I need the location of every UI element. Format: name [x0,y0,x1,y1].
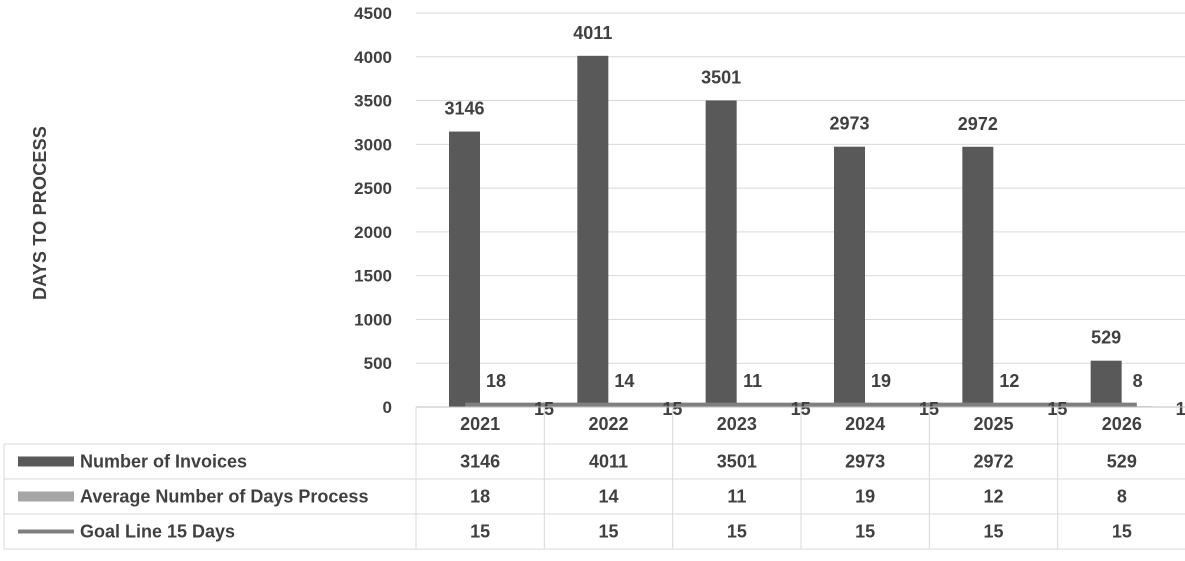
data-labels: 3146181540111415350111152973191529721215… [444,23,1185,419]
data-label-average-days: 14 [614,371,634,391]
table-cell: 12 [983,487,1003,507]
table-cell: 14 [598,487,618,507]
data-label-invoices: 3146 [444,99,484,119]
data-label-invoices: 3501 [701,67,741,87]
data-label-invoices: 4011 [573,23,612,43]
table-cell: 15 [1112,522,1132,542]
table-cell: 8 [1117,487,1127,507]
legend-entry: Average Number of Days Process [80,487,368,507]
data-label-goal: 15 [1176,399,1185,419]
y-tick-label: 1000 [354,310,392,329]
x-category-label: 2023 [717,414,757,434]
y-tick-label: 2500 [354,179,392,198]
x-category-label: 2022 [588,414,628,434]
bar-number-of-invoices [1091,361,1122,407]
table-cell: 15 [727,522,747,542]
x-category-label: 2021 [460,414,500,434]
table-cell: 19 [855,487,875,507]
bar-number-of-invoices [577,56,608,407]
bar-number-of-invoices [962,147,993,407]
bar-number-of-invoices [834,147,865,407]
table-cell: 15 [983,522,1003,542]
y-tick-label: 4000 [354,48,392,67]
y-axis-label: DAYS TO PROCESS [30,126,50,300]
table-cell: 15 [470,522,490,542]
table-cell: 15 [598,522,618,542]
x-category-label: 2026 [1102,414,1142,434]
data-label-average-days: 19 [871,371,891,391]
y-tick-label: 3500 [354,92,392,111]
table-cell: 4011 [589,452,628,472]
table-cell: 11 [727,487,746,507]
x-category-label: 2024 [845,414,885,434]
data-label-average-days: 11 [743,371,762,391]
x-category-label: 2025 [973,414,1013,434]
table-cell: 529 [1107,452,1137,472]
data-label-average-days: 12 [999,371,1019,391]
y-axis-ticks: 0 500 1000 1500 2000 2500 3000 3500 4000 4500 [354,4,392,417]
y-tick-label: 4500 [354,4,392,23]
table-cell: 15 [855,522,875,542]
gridlines [416,13,1185,363]
y-tick-label: 0 [383,398,392,417]
legend-key [18,492,74,502]
y-tick-label: 2000 [354,223,392,242]
data-label-invoices: 2973 [829,114,869,134]
data-label-average-days: 18 [486,371,506,391]
legend-entry: Number of Invoices [80,452,247,472]
data-table: 2021 2022 2023 2024 2025 2026 Number of Invoic… [4,407,1185,549]
bar-number-of-invoices [449,132,480,407]
legend-key [18,457,74,467]
y-tick-label: 3000 [354,135,392,154]
data-label-invoices: 2972 [958,114,998,134]
table-cell: 2973 [845,452,885,472]
table-cell: 2972 [973,452,1013,472]
data-label-average-days: 8 [1133,371,1143,391]
legend-entry: Goal Line 15 Days [80,522,235,542]
y-tick-label: 1500 [354,267,392,286]
table-cell: 3501 [717,452,757,472]
bar-number-of-invoices [706,100,737,407]
table-cell: 18 [470,487,490,507]
data-label-invoices: 529 [1091,328,1121,348]
y-tick-label: 500 [364,354,392,373]
table-cell: 3146 [460,452,500,472]
